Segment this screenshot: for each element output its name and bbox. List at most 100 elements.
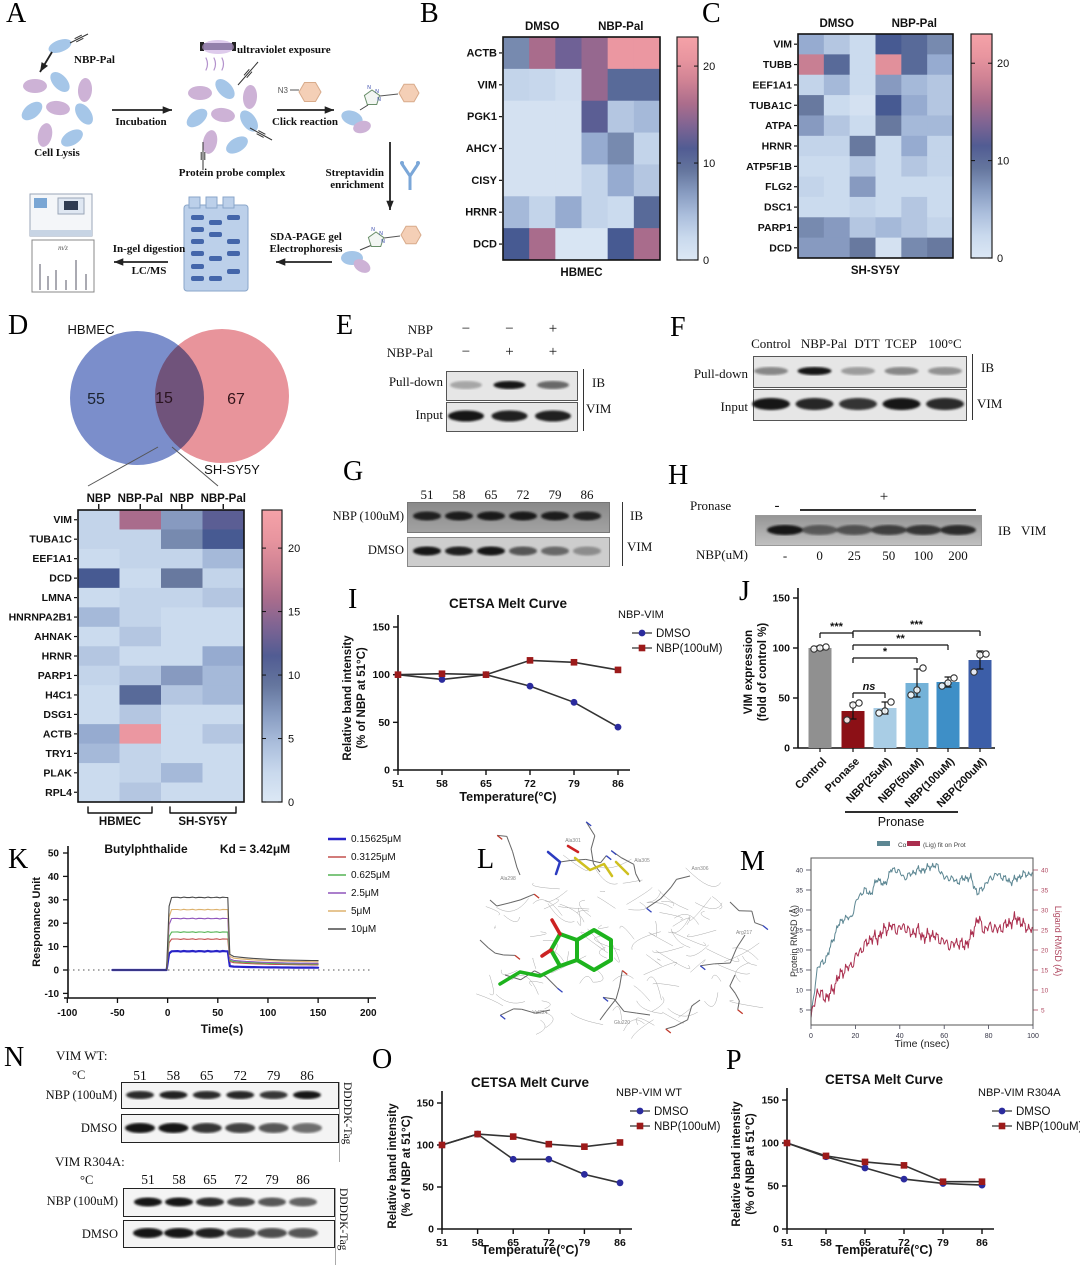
heatmap-row-label: AHCY	[466, 143, 498, 155]
n-temp: 79	[267, 1068, 281, 1083]
heatmap-row-label: TUBA1C	[29, 534, 72, 546]
residue-label: Glu220	[614, 1020, 630, 1026]
n-temp: 72	[233, 1068, 247, 1083]
y-axis-label: (% of NBP at 51°C)	[356, 647, 368, 749]
n-wt-row2-label: DMSO	[80, 1121, 117, 1135]
legend-entry: 5μM	[351, 906, 371, 917]
panel-letter-m: M	[740, 846, 765, 877]
y-tick: 100	[416, 1140, 434, 1152]
chart-text: N	[375, 89, 379, 95]
colorbar-tick: 20	[703, 61, 715, 73]
venn-left-count: 55	[87, 391, 105, 408]
e-symbol: +	[549, 344, 557, 360]
legend-entry: (Lig) fit on Prot	[923, 842, 966, 849]
legend-entry: DMSO	[656, 628, 691, 640]
legend-entry: 2.5μM	[351, 888, 379, 899]
h-plus: +	[879, 489, 889, 505]
residue-label: Ala298	[500, 876, 516, 882]
heatmap-row-label: HRNR	[42, 651, 73, 663]
e-input-label: Input	[415, 407, 443, 422]
y-tick: 10	[48, 942, 60, 953]
n-mut-deg: °C	[80, 1173, 94, 1187]
sig-label: **	[896, 633, 905, 645]
g-temp: 86	[581, 487, 595, 502]
f-col-header: Control	[751, 336, 791, 351]
g-temp: 65	[485, 487, 498, 502]
sig-label: ns	[863, 681, 876, 693]
chart-text: N	[367, 85, 371, 91]
kd-value: Kd = 3.42μM	[220, 842, 290, 856]
g-nbp-blot	[407, 502, 610, 533]
heatmap-row-label: DSG1	[43, 709, 72, 721]
colorbar-tick: 0	[997, 253, 1003, 265]
panel-letter-b: B	[420, 0, 439, 29]
n-temp: 65	[200, 1068, 214, 1083]
venn-right-count: 67	[227, 391, 245, 408]
heatmap-row-label: H4C1	[45, 689, 72, 701]
residue-label: Asn306	[692, 866, 709, 872]
n-temp: 51	[133, 1068, 147, 1083]
y-tick: 0	[784, 743, 790, 755]
h-minus: -	[774, 498, 780, 514]
h-pronase-label: Pronase	[690, 498, 732, 513]
x-axis-label: Temperature(°C)	[835, 1243, 932, 1257]
y-axis-label: Protein RMSD (Å)	[789, 905, 799, 977]
y-tick: 150	[416, 1098, 434, 1110]
n-temp: 79	[265, 1172, 279, 1187]
x-tick: 86	[976, 1237, 988, 1249]
y-tick: 0	[773, 1224, 779, 1236]
bar-category: NBP(50uM)	[876, 755, 926, 805]
n-temp: 72	[234, 1172, 248, 1187]
heatmap-row-label: RPL4	[45, 787, 72, 799]
sig-label: ***	[910, 619, 924, 631]
y-tick: 5	[1041, 1008, 1045, 1015]
x-tick: 60	[940, 1033, 948, 1040]
e-symbol: +	[549, 321, 557, 337]
x-tick: 79	[568, 778, 580, 790]
n-temp: 51	[141, 1172, 155, 1187]
bar-category: NBP(25uM)	[844, 755, 894, 805]
e-pulldown-label: Pull-down	[388, 374, 443, 389]
heatmap-row-label: TUBA1C	[749, 100, 792, 112]
heatmap-row-label: PLAK	[43, 767, 72, 779]
legend-entry: 10μM	[351, 924, 376, 935]
f-bracket	[972, 354, 973, 420]
y-tick: 25	[796, 928, 804, 935]
f-col-header: NBP-Pal	[801, 336, 848, 351]
y-tick: 150	[372, 622, 390, 634]
e-symbol: −	[505, 321, 513, 337]
g-temp: 51	[421, 487, 434, 502]
e-bracket	[583, 369, 584, 431]
x-tick: 65	[480, 778, 492, 790]
heatmap-row-label: AHNAK	[34, 631, 72, 643]
bar-category: NBP(200uM)	[935, 755, 990, 810]
h-vim-label: VIM	[1021, 523, 1047, 538]
heatmap-col-group: DMSO	[525, 21, 560, 33]
bar-category: Control	[793, 756, 829, 792]
x-tick: 51	[781, 1237, 793, 1249]
heatmap-row-label: PARP1	[758, 222, 792, 234]
colorbar-tick: 0	[288, 797, 294, 809]
n-mut-row2-label: DMSO	[81, 1227, 118, 1241]
y-axis-label: Relative band intensity	[731, 1101, 743, 1227]
x-axis-label: Time(s)	[201, 1022, 243, 1036]
n-wt-tag: DDDDK-Tag	[339, 1082, 353, 1162]
heatmap-row-label: ATP5F1B	[746, 161, 792, 173]
h-dose: -	[783, 548, 787, 563]
x-tick: 20	[852, 1033, 860, 1040]
panel-letter-k: K	[8, 844, 29, 875]
panel-letter-j: J	[739, 576, 750, 607]
g-temp: 58	[453, 487, 466, 502]
heatmap-row-label: EEF1A1	[32, 553, 72, 565]
x-tick: 58	[436, 778, 448, 790]
heatmap-col-label: NBP	[87, 493, 112, 505]
x-tick: 40	[896, 1033, 904, 1040]
panel-letter-n: N	[4, 1042, 25, 1073]
legend-entry: 0.625μM	[351, 870, 390, 881]
x-axis-label: Time (nsec)	[894, 1038, 949, 1050]
a-label: Streptavidin	[326, 167, 384, 179]
chart-title: CETSA Melt Curve	[825, 1072, 944, 1087]
a-label: m/z	[58, 244, 68, 252]
residue-label: Ala301	[565, 838, 581, 844]
